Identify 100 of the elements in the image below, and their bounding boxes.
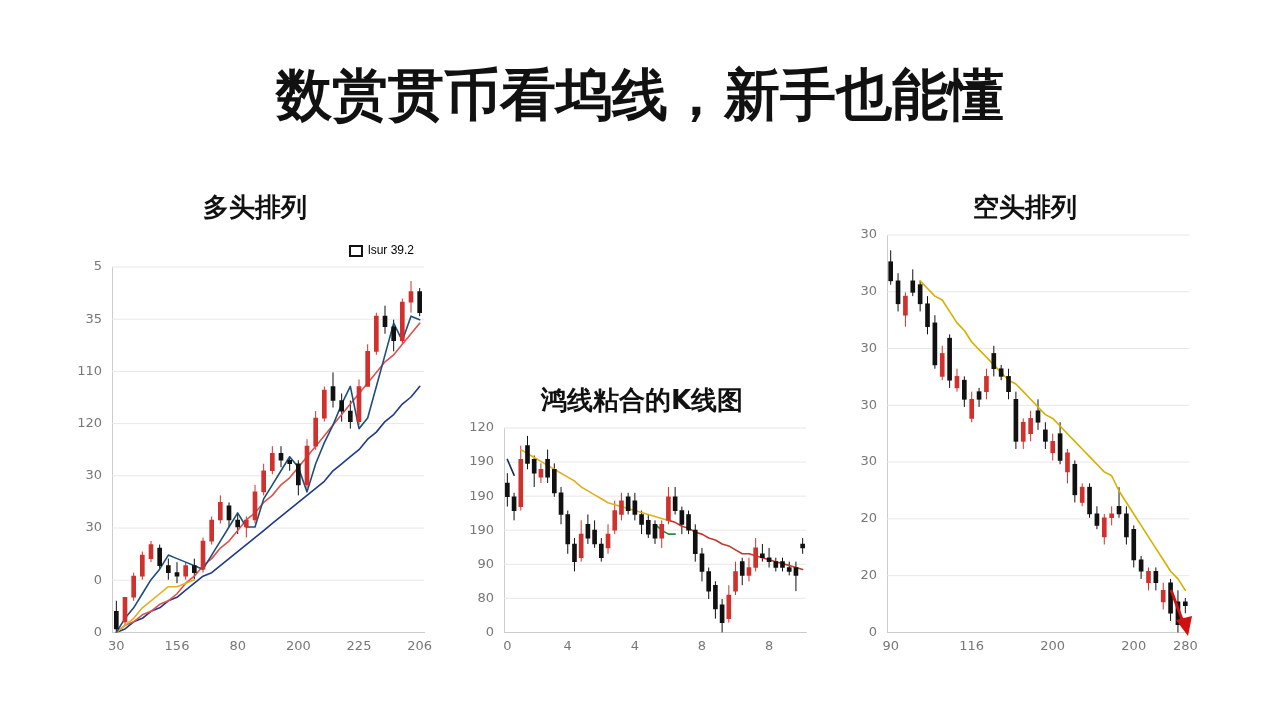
text: 190 (469, 453, 494, 469)
candlestick (525, 435, 530, 470)
candlestick (1160, 582, 1166, 610)
text: 30 (860, 226, 877, 242)
candlestick (511, 492, 517, 521)
candlestick (391, 319, 396, 352)
text: 20 (860, 567, 877, 582)
candlestick (619, 492, 624, 521)
x-tick-label: 116 (959, 637, 985, 653)
text: 30 (860, 339, 877, 355)
candlestick (1101, 513, 1107, 546)
candlestick (679, 506, 685, 535)
x-tick-label: 0 (503, 637, 512, 653)
candlestick (969, 391, 975, 423)
text: 30 (860, 453, 877, 469)
text: 5 (93, 258, 102, 274)
candlestick (632, 492, 638, 521)
candlestick (131, 572, 136, 602)
candlestick (910, 268, 916, 297)
candlestick (991, 345, 997, 377)
candlestick (244, 515, 249, 539)
legend-label: lsur 39.2 (367, 243, 415, 258)
x-tick-label: 200 (1121, 637, 1147, 653)
candlestick (739, 557, 745, 586)
candlestick (962, 375, 967, 408)
candlestick (686, 510, 691, 535)
candlestick (140, 551, 145, 581)
candlestick (1006, 368, 1011, 400)
candlestick (903, 291, 908, 328)
x-tick-label: 8 (764, 637, 774, 653)
candlestick (598, 537, 604, 563)
x-tick-label: 225 (346, 637, 372, 653)
x-tick-label: 90 (882, 637, 899, 653)
candlestick (348, 400, 353, 430)
candlestick (166, 558, 171, 581)
text: 120 (77, 414, 102, 430)
candlestick (296, 459, 301, 496)
candlestick (572, 537, 577, 572)
candlestick (1146, 566, 1151, 591)
candlestick (592, 519, 597, 549)
candlestick (1028, 410, 1033, 442)
text: 30 (85, 467, 102, 483)
candlestick (939, 345, 945, 381)
x-tick-label: 280 (1172, 637, 1198, 653)
candlestick (192, 558, 197, 581)
text: 30 (860, 396, 877, 412)
x-tick-label: 30 (108, 637, 125, 653)
text: 90 (477, 555, 494, 571)
candlestick (766, 547, 772, 569)
candlestick (505, 472, 510, 508)
candlestick (1138, 555, 1144, 580)
candlestick (157, 544, 162, 570)
candlestick (339, 392, 344, 423)
text: 20 (860, 510, 877, 526)
candlestick (209, 515, 214, 546)
text: 0 (93, 623, 102, 639)
candlestick (1043, 421, 1048, 450)
candlestick (645, 513, 651, 539)
candlestick (793, 561, 799, 592)
candlestick (1065, 448, 1070, 484)
candlestick (1079, 482, 1085, 507)
text: 30 (860, 283, 877, 299)
candlestick (746, 557, 752, 582)
text: 数赏贯币看坞线，新手也能懂 (274, 61, 1005, 129)
candlestick (270, 445, 275, 475)
x-tick-label: 200 (285, 637, 311, 653)
candlestick (545, 449, 550, 484)
text: 0 (93, 571, 102, 587)
candlestick (1035, 398, 1041, 431)
x-tick-label: 4 (563, 637, 572, 653)
chart-title: 多头排列 (202, 191, 308, 224)
x-tick-label: 8 (697, 637, 707, 653)
candlestick (218, 494, 223, 524)
text: 30 (85, 519, 102, 535)
chart-title: 鸿线粘合的K线图 (540, 385, 744, 415)
candlestick (672, 486, 678, 515)
text: 110 (77, 362, 102, 378)
text: 0 (868, 623, 877, 639)
candlestick (659, 519, 665, 549)
text: 120 (469, 419, 494, 435)
candlestick (1124, 505, 1129, 546)
text: 190 (469, 521, 494, 537)
x-tick-label: 4 (630, 637, 640, 653)
candlestick (261, 463, 266, 496)
x-tick-label: 80 (229, 637, 246, 653)
x-tick-label: 200 (1040, 637, 1066, 653)
candlestick (753, 537, 758, 572)
candlestick (612, 500, 618, 535)
candlestick (1020, 417, 1026, 450)
candlestick (531, 455, 537, 488)
text: 190 (469, 487, 494, 503)
x-tick-label: 156 (164, 637, 190, 653)
candlestick (417, 287, 422, 317)
candlestick (888, 249, 894, 286)
candlestick (625, 492, 631, 515)
text: 35 (85, 310, 102, 326)
candlestick (1050, 433, 1056, 461)
candlestick (639, 510, 644, 535)
x-tick-label: 206 (407, 637, 433, 653)
candlestick (706, 567, 712, 600)
